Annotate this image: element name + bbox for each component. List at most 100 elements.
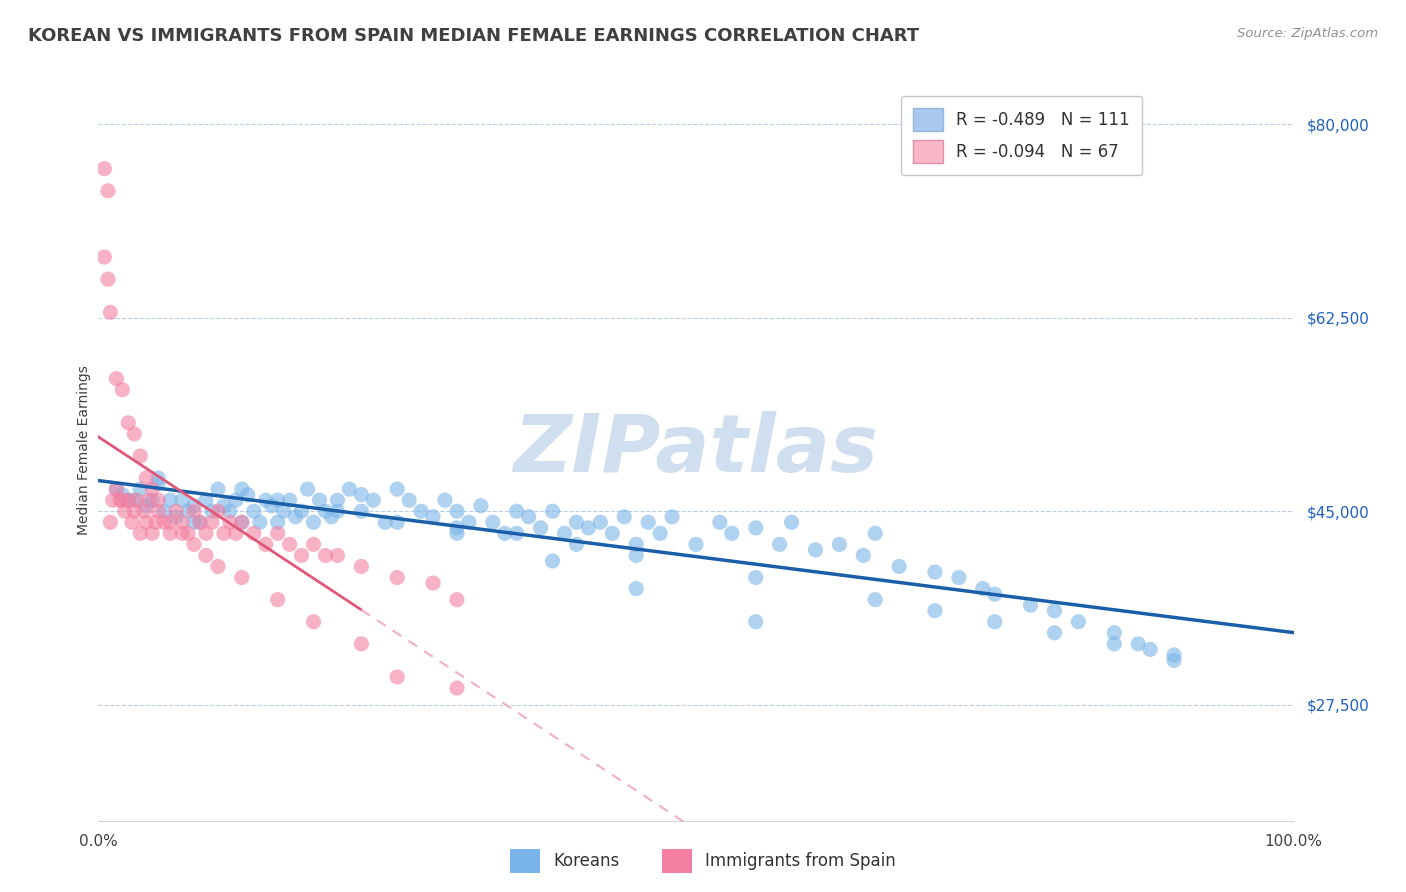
Point	[132, 504, 155, 518]
Point	[225, 526, 247, 541]
Point	[212, 499, 235, 513]
Point	[114, 504, 136, 518]
Point	[183, 499, 205, 513]
Point	[350, 637, 373, 651]
Point	[172, 516, 194, 530]
Point	[129, 482, 152, 496]
Point	[159, 516, 181, 530]
Point	[105, 482, 128, 496]
Point	[177, 526, 200, 541]
Point	[111, 383, 134, 397]
Point	[889, 559, 911, 574]
Point	[105, 482, 128, 496]
Point	[1163, 648, 1185, 662]
Point	[315, 504, 337, 518]
Point	[1163, 653, 1185, 667]
Point	[948, 570, 970, 584]
Point	[207, 482, 229, 496]
Point	[254, 493, 277, 508]
Point	[183, 504, 205, 518]
Point	[506, 504, 529, 518]
Point	[183, 537, 205, 551]
Point	[1139, 642, 1161, 657]
Point	[135, 499, 157, 513]
Point	[201, 504, 224, 518]
Point	[297, 482, 319, 496]
Point	[780, 516, 803, 530]
Point	[446, 526, 468, 541]
Point	[165, 509, 187, 524]
Point	[554, 526, 576, 541]
Point	[865, 526, 887, 541]
Point	[984, 587, 1007, 601]
Point	[385, 670, 409, 684]
Point	[267, 516, 290, 530]
Point	[1104, 625, 1126, 640]
Point	[685, 537, 707, 551]
Text: ZIPatlas: ZIPatlas	[513, 411, 879, 490]
Point	[129, 449, 152, 463]
Point	[135, 516, 157, 530]
Point	[470, 499, 492, 513]
Legend: R = -0.489   N = 111, R = -0.094   N = 67: R = -0.489 N = 111, R = -0.094 N = 67	[901, 96, 1142, 175]
Point	[291, 504, 314, 518]
Point	[124, 493, 146, 508]
Point	[398, 493, 420, 508]
Point	[98, 305, 122, 319]
Point	[231, 570, 253, 584]
Point	[517, 509, 540, 524]
Point	[121, 516, 143, 530]
Point	[207, 504, 229, 518]
Text: Source: ZipAtlas.com: Source: ZipAtlas.com	[1237, 27, 1378, 40]
Point	[148, 493, 170, 508]
Point	[494, 526, 516, 541]
Point	[768, 537, 790, 551]
Point	[195, 493, 218, 508]
Point	[212, 526, 235, 541]
Point	[153, 504, 176, 518]
Point	[446, 681, 468, 695]
Point	[745, 615, 768, 629]
Point	[302, 516, 325, 530]
Point	[188, 516, 211, 530]
Point	[924, 565, 946, 579]
Point	[589, 516, 612, 530]
Point	[326, 549, 349, 563]
Point	[626, 582, 648, 596]
Point	[236, 488, 259, 502]
Point	[177, 504, 200, 518]
Point	[804, 542, 827, 557]
Point	[273, 504, 295, 518]
Point	[984, 615, 1007, 629]
Point	[745, 521, 768, 535]
Point	[326, 504, 349, 518]
Point	[411, 504, 433, 518]
Point	[1104, 637, 1126, 651]
Point	[125, 493, 148, 508]
Point	[141, 482, 163, 496]
Point	[350, 559, 373, 574]
Point	[321, 509, 343, 524]
Point	[385, 570, 409, 584]
Point	[148, 471, 170, 485]
Point	[111, 488, 134, 502]
Point	[1019, 598, 1042, 612]
Point	[117, 493, 139, 508]
Point	[124, 504, 146, 518]
Point	[225, 493, 247, 508]
Point	[422, 576, 444, 591]
Text: KOREAN VS IMMIGRANTS FROM SPAIN MEDIAN FEMALE EARNINGS CORRELATION CHART: KOREAN VS IMMIGRANTS FROM SPAIN MEDIAN F…	[28, 27, 920, 45]
Point	[565, 516, 588, 530]
Point	[602, 526, 624, 541]
Point	[148, 476, 170, 491]
Point	[828, 537, 851, 551]
Point	[267, 592, 290, 607]
Point	[637, 516, 659, 530]
Point	[267, 526, 290, 541]
Point	[363, 493, 385, 508]
Point	[148, 504, 170, 518]
Point	[422, 509, 444, 524]
Point	[153, 516, 176, 530]
Point	[117, 416, 139, 430]
Point	[721, 526, 744, 541]
